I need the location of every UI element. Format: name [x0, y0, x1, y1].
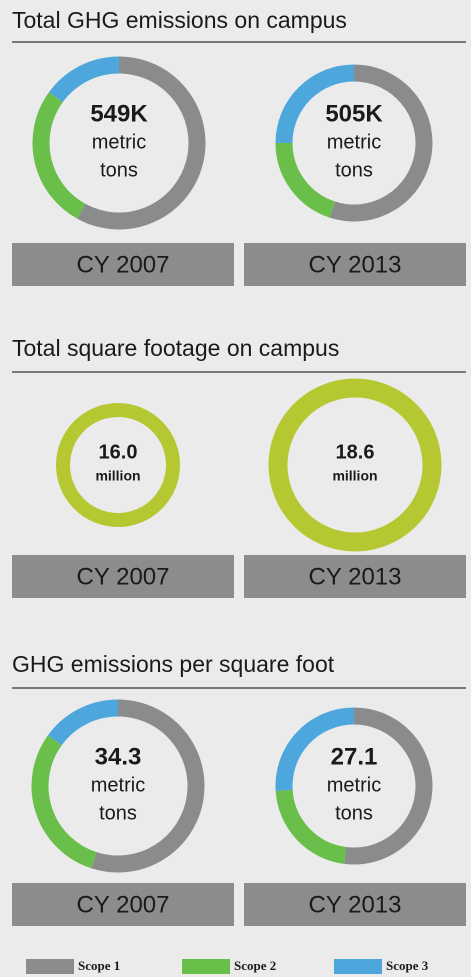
caption: CY 2013: [309, 563, 402, 590]
donut-segment: [49, 56, 120, 103]
center-label: 549K: [90, 100, 148, 127]
center-label: million: [95, 468, 140, 484]
donut-segment: [275, 707, 355, 791]
center-label: million: [332, 468, 377, 484]
donut-segment: [344, 707, 433, 865]
legend-label: Scope 3: [386, 958, 429, 973]
center-label: tons: [335, 159, 373, 181]
center-label: tons: [99, 802, 137, 824]
center-label: 505K: [325, 100, 383, 127]
ring: [56, 403, 180, 527]
section-title: Total square footage on campus: [12, 335, 339, 361]
caption: CY 2007: [77, 563, 170, 590]
caption-bar: [244, 243, 466, 286]
center-label: 34.3: [95, 743, 142, 770]
center-label: metric: [327, 774, 381, 796]
caption: CY 2013: [309, 251, 402, 278]
donut-segment: [77, 56, 206, 230]
legend-label: Scope 1: [78, 958, 120, 973]
donut-segment: [275, 64, 355, 144]
caption-bar: [12, 883, 234, 926]
center-label: 16.0: [99, 441, 138, 463]
section-title: Total GHG emissions on campus: [12, 7, 347, 33]
legend-swatch: [334, 959, 382, 974]
donut-segment: [329, 64, 433, 222]
caption: CY 2007: [77, 251, 170, 278]
donut-segment: [48, 699, 119, 746]
center-label: tons: [335, 802, 373, 824]
donut-segment: [275, 789, 347, 864]
center-label: metric: [92, 131, 146, 153]
section-title: GHG emissions per square foot: [12, 651, 335, 677]
donut-segment: [275, 142, 336, 218]
caption: CY 2013: [309, 891, 402, 918]
center-label: metric: [327, 131, 381, 153]
caption-bar: [12, 243, 234, 286]
legend-label: Scope 2: [234, 958, 276, 973]
donut-segment: [31, 735, 97, 869]
center-label: metric: [91, 774, 145, 796]
caption-bar: [244, 883, 466, 926]
center-label: 27.1: [331, 743, 378, 770]
center-label: 18.6: [336, 441, 375, 463]
legend-swatch: [26, 959, 74, 974]
caption: CY 2007: [77, 891, 170, 918]
donut-segment: [32, 92, 86, 219]
caption-bar: [244, 555, 466, 598]
ring: [268, 378, 442, 552]
donut-segment: [91, 699, 205, 873]
legend-swatch: [182, 959, 230, 974]
caption-bar: [12, 555, 234, 598]
center-label: tons: [100, 159, 138, 181]
